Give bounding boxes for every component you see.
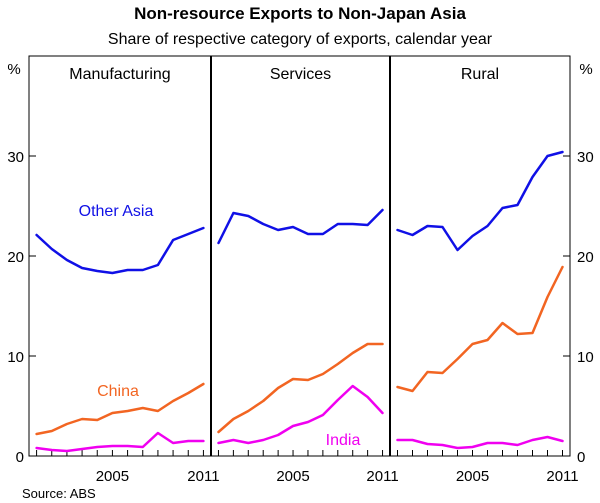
y-tick-label-right: 10 — [577, 349, 594, 366]
chart-subtitle: Share of respective category of exports,… — [108, 31, 493, 48]
y-tick-label-left: 10 — [7, 349, 24, 366]
series-line-manufacturing-india — [35, 431, 205, 453]
x-tick-label: 2005 — [456, 468, 489, 485]
x-tick-label: 2005 — [276, 468, 309, 485]
series-label-china: China — [97, 383, 139, 400]
series-line-rural-india — [396, 435, 564, 450]
series-line-rural-china — [396, 265, 564, 393]
panel-title-manufacturing: Manufacturing — [69, 66, 170, 83]
series-line-services-other-asia — [217, 208, 384, 245]
y-unit-right: % — [579, 61, 592, 78]
chart-title: Non-resource Exports to Non-Japan Asia — [134, 4, 466, 23]
x-tick-label: 2011 — [546, 468, 578, 485]
series-line-manufacturing-other-asia — [35, 226, 205, 275]
series-label-other-asia: Other Asia — [79, 203, 154, 220]
panel-title-rural: Rural — [461, 66, 499, 83]
plot-area: 0 0 10 10 20 20 30 30 Manufacturing 2005 2011 Servi… — [7, 55, 594, 485]
x-tick-label: 2011 — [187, 468, 219, 485]
series-line-manufacturing-china — [35, 382, 205, 436]
y-tick-label-right: 30 — [577, 149, 594, 166]
series-label-india: India — [326, 432, 361, 449]
y-unit-left: % — [7, 61, 20, 78]
series-line-services-india — [217, 384, 384, 445]
x-tick-label: 2005 — [96, 468, 129, 485]
x-tick-label: 2011 — [366, 468, 398, 485]
panel-title-services: Services — [270, 66, 331, 83]
series-line-services-china — [217, 342, 384, 434]
y-tick-label-left: 20 — [7, 249, 24, 266]
y-tick-label-right: 20 — [577, 249, 594, 266]
y-tick-label-right: 0 — [577, 449, 585, 466]
y-tick-label-left: 30 — [7, 149, 24, 166]
series-line-rural-other-asia — [396, 150, 564, 252]
y-tick-label-left: 0 — [16, 449, 24, 466]
source-note: Source: ABS — [22, 486, 96, 501]
